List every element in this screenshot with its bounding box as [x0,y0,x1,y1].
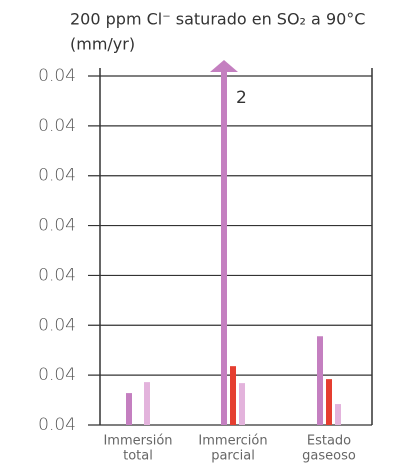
y-tick-label: 0.04 [38,216,76,236]
bar [144,382,150,425]
y-tick-label: 0.04 [38,166,76,186]
value-label: 2 [236,88,247,108]
bar [230,366,236,425]
overflow-arrow [210,60,238,72]
y-tick-label: 0.04 [38,365,76,385]
x-tick-label: Estado [307,434,351,449]
y-tick-label: 0.04 [38,315,76,335]
chart-title: 200 ppm Cl⁻ saturado en SO₂ a 90°C [70,10,365,29]
bar [326,379,332,425]
y-tick-label: 0.04 [38,66,76,86]
y-tick-label: 0.04 [38,116,76,136]
y-tick-label: 0.04 [38,265,76,285]
x-tick-label: Immersión [103,434,172,449]
bar [221,70,227,425]
chart-subtitle: (mm/yr) [70,35,135,54]
y-tick-label: 0.04 [38,415,76,435]
x-tick-label: total [123,449,153,464]
bar [335,404,341,425]
bar [239,383,245,425]
x-tick-label: parcial [211,449,255,464]
x-tick-label: Immerción [198,434,267,449]
bar [126,393,132,425]
bar [317,336,323,425]
x-tick-label: gaseoso [302,449,356,464]
